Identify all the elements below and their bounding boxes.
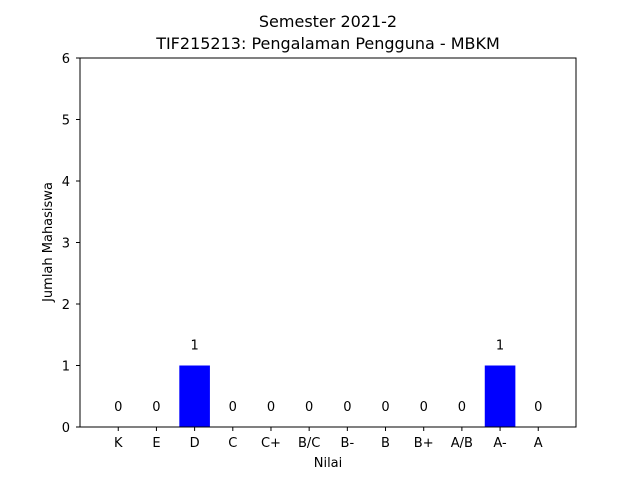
- y-tick-label: 2: [62, 298, 70, 313]
- bars-group: [179, 365, 516, 427]
- data-label: 0: [381, 400, 389, 415]
- data-label: 0: [420, 400, 428, 415]
- data-label: 0: [458, 400, 466, 415]
- x-tick-label: C+: [261, 436, 281, 451]
- y-tick-label: 4: [62, 175, 70, 190]
- x-axis-label: Nilai: [314, 456, 343, 471]
- data-label: 1: [190, 339, 198, 354]
- data-label: 0: [229, 400, 237, 415]
- y-tick-label: 5: [62, 114, 70, 129]
- y-tick-label: 6: [62, 52, 70, 67]
- y-tick-label: 1: [62, 360, 70, 375]
- data-label: 0: [343, 400, 351, 415]
- y-tick-label: 3: [62, 237, 70, 252]
- x-tick-label: B: [381, 436, 390, 451]
- bar: [484, 365, 516, 427]
- data-label: 0: [152, 400, 160, 415]
- data-label: 0: [305, 400, 313, 415]
- data-labels-group: 0 0 1 0 0 0 0 0 0 0 1 0: [114, 339, 542, 416]
- x-axis: K E D C C+ B/C B- B B+ A/B A- A: [114, 427, 543, 451]
- x-tick-label: B-: [341, 436, 355, 451]
- y-tick-label: 0: [62, 421, 70, 436]
- x-tick-label: C: [228, 436, 237, 451]
- data-label: 0: [267, 400, 275, 415]
- data-label: 0: [534, 400, 542, 415]
- x-tick-label: K: [114, 436, 123, 451]
- chart-subtitle: TIF215213: Pengalaman Pengguna - MBKM: [155, 34, 500, 53]
- x-tick-label: A/B: [451, 436, 473, 451]
- y-axis: 0 1 2 3 4 5 6: [62, 52, 80, 436]
- x-tick-label: D: [190, 436, 200, 451]
- x-tick-label: B/C: [298, 436, 320, 451]
- data-label: 1: [496, 339, 504, 354]
- x-tick-label: A-: [493, 436, 507, 451]
- chart-title: Semester 2021-2: [259, 12, 397, 31]
- x-tick-label: E: [152, 436, 160, 451]
- x-tick-label: A: [534, 436, 543, 451]
- data-label: 0: [114, 400, 122, 415]
- bar: [179, 365, 210, 427]
- y-axis-label: Jumlah Mahasiswa: [41, 182, 56, 303]
- x-tick-label: B+: [414, 436, 434, 451]
